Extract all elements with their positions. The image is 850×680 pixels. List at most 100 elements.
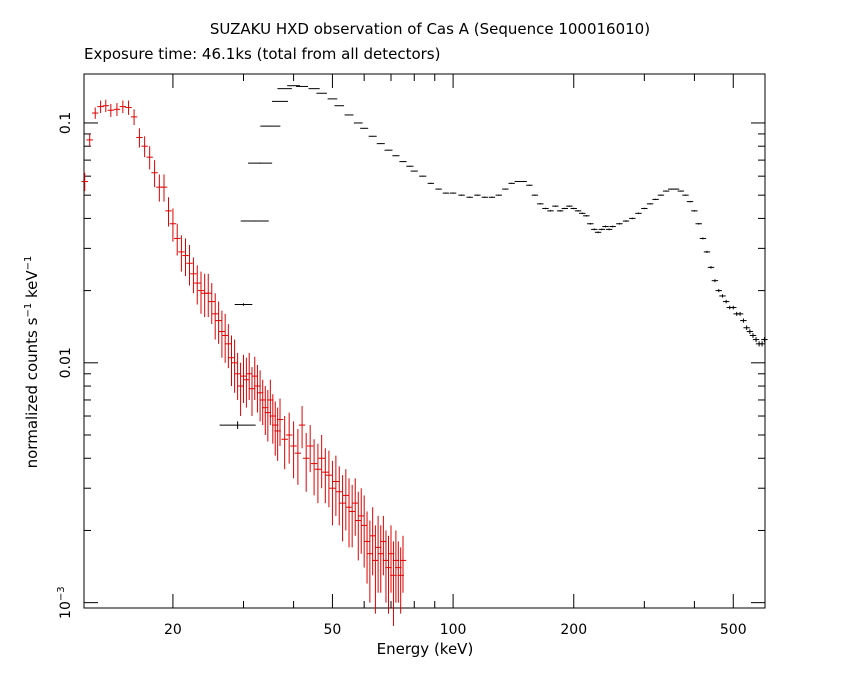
data-point [514,180,521,183]
data-point [622,220,630,222]
data-point [602,225,609,228]
data-point [552,205,559,207]
x-tick-label: 200 [560,622,587,638]
data-point [306,425,314,473]
data-point [141,136,148,158]
data-point [302,432,310,492]
data-point [368,135,377,137]
data-point [318,435,325,489]
data-point [616,222,623,225]
data-point [182,238,189,277]
data-point [743,325,750,331]
data-point [410,170,418,172]
data-point [190,257,197,294]
data-point [240,220,269,222]
data-point [360,495,368,568]
y-label-exp-1: −1 [23,302,34,318]
data-point [442,192,450,194]
data-point [344,114,354,116]
data-point [130,109,138,126]
series-1 [219,85,768,429]
data-point [583,215,590,217]
data-point [372,525,379,614]
data-point [254,364,261,413]
data-point [194,265,201,305]
series-0 [81,99,407,626]
data-point [260,125,281,127]
data-point [174,223,181,256]
data-point [294,428,302,485]
data-point [547,210,554,212]
data-point [248,162,273,164]
data-point [598,228,606,231]
data-point [495,194,502,196]
data-point [406,165,414,167]
data-point [360,127,369,129]
x-tick-label: 100 [440,622,467,638]
data-point [113,103,121,116]
data-point [574,210,582,212]
y-label-text-1: normalized counts s [23,317,41,469]
data-point [243,357,250,408]
data-point [508,182,515,184]
data-point [566,205,573,207]
x-axis-label: Energy (keV) [376,640,474,658]
data-point [629,217,636,220]
data-point [186,244,193,286]
data-point [165,197,172,227]
data-point [736,311,744,316]
data-point [205,273,212,318]
data-point [591,228,598,231]
data-point [334,105,345,107]
data-point [537,203,544,205]
data-point [240,354,247,403]
data-point [691,210,698,212]
data-point [298,406,306,449]
data-point [314,443,322,504]
data-point [119,100,127,114]
data-point [481,196,489,198]
data-point [657,194,665,196]
data-point [502,188,509,190]
data-point [251,356,258,400]
data-point [86,133,93,147]
data-point [102,99,109,113]
data-point [348,484,356,548]
data-point [561,207,569,210]
data-point [92,107,99,119]
data-point [345,478,353,548]
data-point [646,203,654,205]
data-point [652,198,659,201]
data-point [342,469,350,531]
y-tick-label-group: 0.01 [58,347,74,378]
data-point [384,149,393,151]
data-point [125,100,132,115]
data-point [228,335,235,387]
data-point [488,196,496,198]
x-tick-label: 20 [164,622,182,638]
data-point [219,421,256,429]
y-tick-label-exp: −3 [56,586,67,601]
chart-title: SUZAKU HXD observation of Cas A (Sequenc… [209,20,651,38]
data-point [325,450,333,508]
data-point [458,194,465,196]
data-point [197,271,205,314]
data-point [542,207,549,210]
plot-frame [83,73,766,609]
data-point [556,210,564,212]
data-point [695,222,702,225]
data-point [419,175,427,177]
data-point [352,478,359,536]
data-point [686,200,694,203]
data-point [672,188,680,190]
x-tick-label: 50 [324,622,342,638]
data-point [271,100,289,102]
data-point [246,352,253,400]
data-point [730,305,737,310]
data-point [363,511,371,584]
data-point [178,235,185,272]
data-point [722,299,730,304]
data-point [752,337,760,343]
data-point [715,289,722,293]
